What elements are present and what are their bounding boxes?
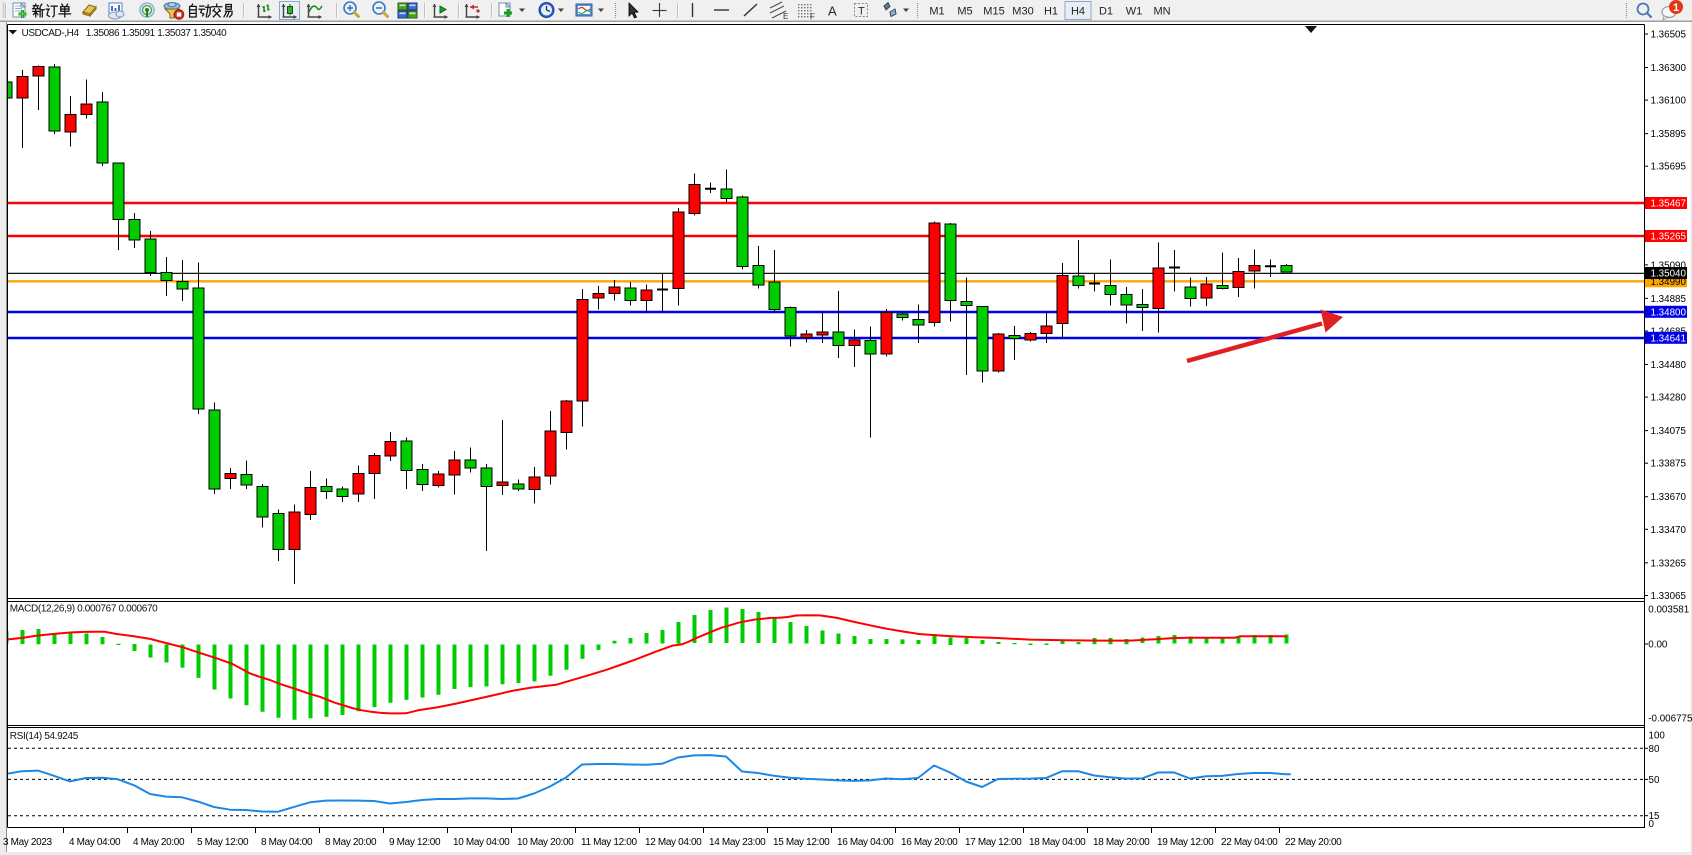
svg-text:4 May 20:00: 4 May 20:00: [133, 837, 185, 848]
svg-text:M30: M30: [1012, 6, 1033, 18]
svg-text:1.33470: 1.33470: [1651, 525, 1687, 536]
svg-text:5 May 12:00: 5 May 12:00: [197, 837, 249, 848]
svg-text:1.34990: 1.34990: [1651, 277, 1687, 288]
svg-text:22 May 04:00: 22 May 04:00: [1221, 837, 1278, 848]
svg-text:-0.006775: -0.006775: [1648, 714, 1692, 725]
svg-text:M5: M5: [957, 6, 972, 18]
svg-text:1.33265: 1.33265: [1651, 558, 1687, 569]
svg-text:0.00: 0.00: [1648, 640, 1668, 651]
svg-text:50: 50: [1649, 775, 1660, 786]
svg-text:1.34800: 1.34800: [1651, 307, 1687, 318]
svg-text:15: 15: [1649, 811, 1660, 822]
svg-text:1.33065: 1.33065: [1651, 591, 1687, 602]
svg-text:M15: M15: [983, 6, 1004, 18]
svg-text:H1: H1: [1044, 6, 1058, 18]
svg-text:1.33875: 1.33875: [1651, 459, 1687, 470]
svg-text:A: A: [828, 4, 837, 19]
svg-text:1.35695: 1.35695: [1651, 162, 1687, 173]
svg-text:1.35090: 1.35090: [1651, 260, 1687, 271]
svg-text:17 May 12:00: 17 May 12:00: [965, 837, 1022, 848]
svg-text:10 May 20:00: 10 May 20:00: [517, 837, 574, 848]
svg-text:1.33670: 1.33670: [1651, 492, 1687, 503]
svg-text:12 May 04:00: 12 May 04:00: [645, 837, 702, 848]
svg-text:8 May 20:00: 8 May 20:00: [325, 837, 377, 848]
svg-text:80: 80: [1649, 744, 1660, 755]
svg-text:22 May 20:00: 22 May 20:00: [1285, 837, 1342, 848]
svg-text:19 May 12:00: 19 May 12:00: [1157, 837, 1214, 848]
svg-text:10 May 04:00: 10 May 04:00: [453, 837, 510, 848]
svg-text:18 May 04:00: 18 May 04:00: [1029, 837, 1086, 848]
svg-text:1.34641: 1.34641: [1651, 333, 1686, 344]
svg-text:1.34075: 1.34075: [1651, 426, 1687, 437]
svg-text:0.003581: 0.003581: [1648, 605, 1689, 616]
svg-text:1.36505: 1.36505: [1651, 30, 1687, 41]
svg-text:1.35467: 1.35467: [1651, 199, 1686, 210]
svg-text:1.36300: 1.36300: [1651, 63, 1687, 74]
svg-text:8 May 04:00: 8 May 04:00: [261, 837, 313, 848]
svg-text:3 May 2023: 3 May 2023: [3, 837, 53, 848]
svg-text:1.36100: 1.36100: [1651, 96, 1687, 107]
svg-text:15 May 12:00: 15 May 12:00: [773, 837, 830, 848]
svg-text:9 May 12:00: 9 May 12:00: [389, 837, 441, 848]
svg-text:MACD(12,26,9) 0.000767 0.00067: MACD(12,26,9) 0.000767 0.000670: [10, 604, 158, 615]
svg-text:T: T: [858, 6, 865, 18]
svg-text:1.35895: 1.35895: [1651, 129, 1687, 140]
svg-text:14 May 23:00: 14 May 23:00: [709, 837, 766, 848]
svg-text:1.35265: 1.35265: [1651, 232, 1687, 243]
svg-text:1.35040: 1.35040: [1651, 269, 1687, 280]
svg-text:RSI(14) 54.9245: RSI(14) 54.9245: [10, 731, 79, 742]
svg-text:D1: D1: [1099, 6, 1113, 18]
svg-text:F: F: [810, 13, 815, 22]
svg-text:M1: M1: [929, 6, 944, 18]
svg-text:MN: MN: [1153, 6, 1170, 18]
svg-text:11 May 12:00: 11 May 12:00: [581, 837, 637, 848]
svg-text:0: 0: [1649, 819, 1655, 830]
svg-text:H4: H4: [1071, 6, 1085, 18]
svg-text:16 May 20:00: 16 May 20:00: [901, 837, 958, 848]
svg-text:100: 100: [1649, 731, 1666, 742]
svg-text:E: E: [783, 12, 788, 21]
svg-text:1.34480: 1.34480: [1651, 360, 1687, 371]
svg-text:1.34885: 1.34885: [1651, 294, 1687, 305]
svg-text:16 May 04:00: 16 May 04:00: [837, 837, 894, 848]
svg-text:1: 1: [1673, 2, 1679, 14]
svg-text:4 May 04:00: 4 May 04:00: [69, 837, 121, 848]
svg-text:1.34280: 1.34280: [1651, 393, 1687, 404]
svg-text:W1: W1: [1126, 6, 1143, 18]
svg-text:18 May 20:00: 18 May 20:00: [1093, 837, 1150, 848]
svg-text:USDCAD-,H4 1.35086 1.35091 1: USDCAD-,H4 1.35086 1.35091 1.35037 1.350…: [22, 28, 228, 39]
